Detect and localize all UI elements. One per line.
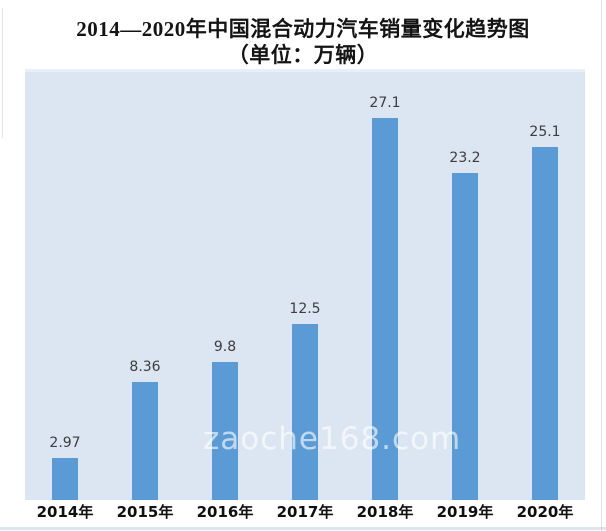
bar-value-label: 23.2 — [449, 150, 481, 166]
x-axis-label: 2020年 — [516, 503, 574, 521]
bar-2018年 — [372, 118, 398, 500]
x-axis-label: 2019年 — [436, 503, 494, 521]
left-scan-edge — [2, 8, 3, 138]
bar-2016年 — [212, 362, 238, 500]
bar-2020年 — [532, 147, 558, 500]
right-scan-edge — [601, 0, 602, 531]
chart-title-line2: （单位：万辆） — [227, 43, 379, 67]
x-axis-label: 2017年 — [276, 503, 334, 521]
plot-area: 2.97 8.36 9.8 12.5 27.1 23.2 25.1 — [25, 69, 585, 500]
bar-value-label: 8.36 — [129, 359, 161, 375]
bar-2015年 — [132, 382, 158, 500]
bar-2017年 — [292, 324, 318, 500]
bottom-edge-strip — [0, 527, 606, 530]
x-axis-label: 2016年 — [196, 503, 254, 521]
x-axis-label: 2015年 — [116, 503, 174, 521]
bar-value-label: 25.1 — [529, 124, 561, 140]
bar-2019年 — [452, 173, 478, 500]
x-axis-label: 2018年 — [356, 503, 414, 521]
chart-title-line1: 2014—2020年中国混合动力汽车销量变化趋势图 — [76, 17, 530, 41]
x-axis: 2014年 2015年 2016年 2017年 2018年 2019年 2020年 — [25, 501, 585, 523]
chart-title: 2014—2020年中国混合动力汽车销量变化趋势图 （单位：万辆） — [0, 16, 606, 68]
bar-value-label: 12.5 — [289, 301, 321, 317]
bar-value-label: 27.1 — [369, 95, 401, 111]
bar-2014年 — [52, 458, 78, 500]
bar-value-label: 9.8 — [213, 339, 237, 355]
x-axis-label: 2014年 — [36, 503, 94, 521]
bar-value-label: 2.97 — [49, 435, 81, 451]
